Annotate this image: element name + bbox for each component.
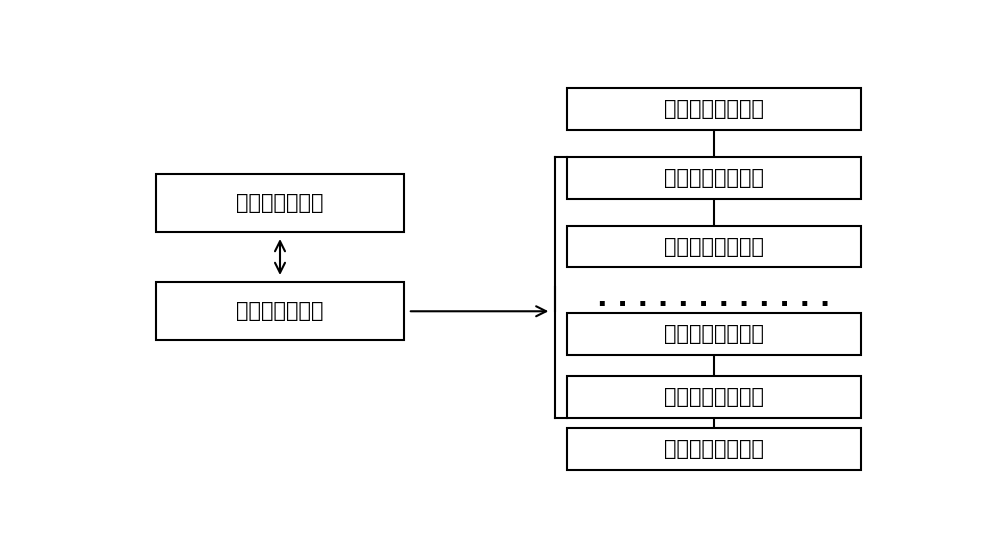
FancyBboxPatch shape <box>567 157 861 198</box>
Text: · · · · · · · · · · · ·: · · · · · · · · · · · · <box>597 291 831 319</box>
Text: 总负荷预测模块: 总负荷预测模块 <box>236 193 324 213</box>
FancyBboxPatch shape <box>567 313 861 355</box>
Text: 分区用电采集模块: 分区用电采集模块 <box>664 439 764 459</box>
FancyBboxPatch shape <box>567 428 861 470</box>
FancyBboxPatch shape <box>567 376 861 418</box>
FancyBboxPatch shape <box>156 173 404 232</box>
FancyBboxPatch shape <box>567 225 861 267</box>
FancyBboxPatch shape <box>156 282 404 340</box>
Text: 分区负荷预测模块: 分区负荷预测模块 <box>664 99 764 119</box>
Text: 电网总控制模块: 电网总控制模块 <box>236 301 324 321</box>
Text: 分区用电采集模块: 分区用电采集模块 <box>664 236 764 256</box>
FancyBboxPatch shape <box>567 88 861 130</box>
Text: 电网分区控制模块: 电网分区控制模块 <box>664 387 764 407</box>
Text: 分区负荷预测模块: 分区负荷预测模块 <box>664 324 764 344</box>
Text: 电网分区控制模块: 电网分区控制模块 <box>664 167 764 188</box>
